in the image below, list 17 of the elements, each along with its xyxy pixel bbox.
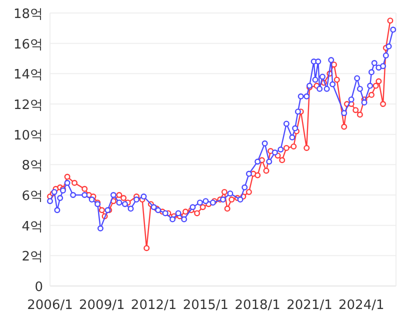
- x-tick-label: 2012/1: [130, 298, 177, 313]
- x-tick-label: 2021/1: [286, 298, 332, 313]
- x-tick-label: 2018/1: [234, 298, 280, 313]
- x-tick-label: 2009/1: [79, 298, 125, 313]
- y-tick-label: 10억: [13, 128, 43, 144]
- y-tick-label: 16억: [13, 37, 43, 52]
- y-tick-label: 14억: [13, 68, 43, 83]
- y-tick-label: 12억: [13, 98, 43, 113]
- y-tick-label: 18억: [13, 7, 43, 22]
- y-tick-label: 6억: [22, 189, 43, 204]
- y-tick-label: 2억: [22, 250, 43, 265]
- y-tick-label: 4억: [22, 219, 43, 234]
- x-tick-label: 2006/1: [27, 298, 73, 313]
- y-tick-label: 8억: [22, 158, 43, 174]
- x-tick-label: 2024/1: [338, 298, 384, 313]
- x-tick-label: 2015/1: [182, 298, 229, 313]
- y-tick-label: 0: [34, 280, 43, 295]
